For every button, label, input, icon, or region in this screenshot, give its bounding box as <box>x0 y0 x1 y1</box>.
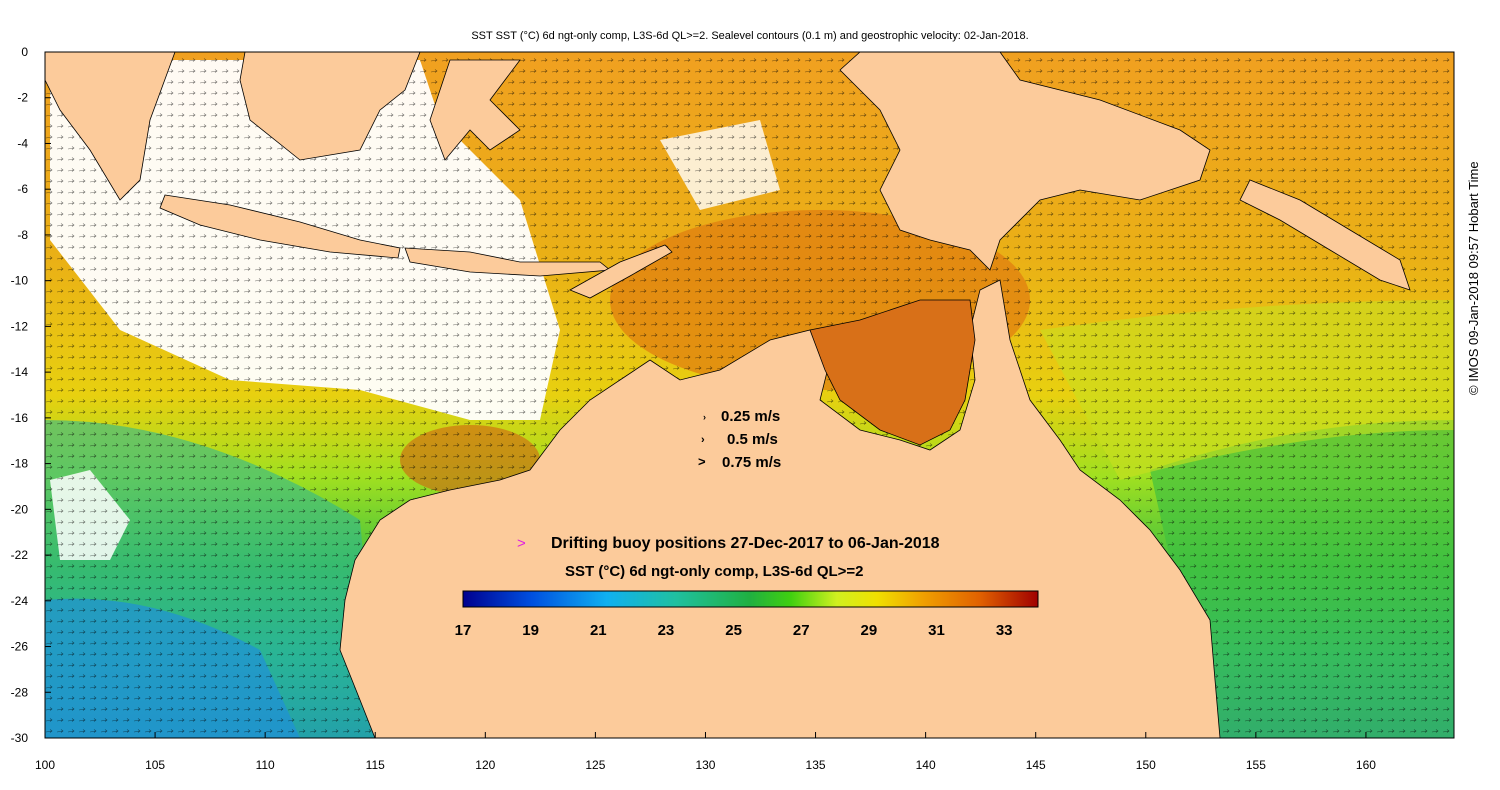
lon-tick-label: 130 <box>695 758 715 772</box>
colorbar-label: 27 <box>793 622 810 639</box>
lon-tick-label: 140 <box>916 758 936 772</box>
velocity-arrow-medium: › <box>701 434 705 446</box>
colorbar-title: SST (°C) 6d ngt-only comp, L3S-6d QL>=2 <box>565 563 864 580</box>
colorbar-labels: 17 19 21 23 25 27 29 31 33 <box>455 622 1013 639</box>
lon-tick-label: 155 <box>1246 758 1266 772</box>
velocity-legend-2: 0.5 m/s <box>727 431 778 448</box>
colorbar-label: 17 <box>455 622 472 639</box>
colorbar-label: 25 <box>725 622 742 639</box>
lon-tick-label: 145 <box>1026 758 1046 772</box>
velocity-arrow-large: > <box>698 454 706 469</box>
lat-tick-label: -24 <box>11 594 29 608</box>
velocity-arrow-small: › <box>703 412 706 422</box>
lat-tick-label: -4 <box>17 136 28 150</box>
lat-tick-label: -2 <box>17 91 28 105</box>
plot-frame <box>44 51 1455 739</box>
map-title: SST SST (°C) 6d ngt-only comp, L3S-6d QL… <box>471 30 1029 42</box>
lat-tick-label: -12 <box>11 319 29 333</box>
new-britain <box>1239 179 1411 291</box>
lat-tick-label: -16 <box>11 411 29 425</box>
lon-tick-label: 125 <box>585 758 605 772</box>
lon-tick-label: 105 <box>145 758 165 772</box>
land <box>45 52 1411 738</box>
borneo <box>239 52 421 161</box>
colorbar-label: 33 <box>996 622 1013 639</box>
gulf-of-carpentaria <box>809 299 976 446</box>
colorbar: SST (°C) 6d ngt-only comp, L3S-6d QL>=2 … <box>455 563 1039 639</box>
colorbar-label: 19 <box>522 622 539 639</box>
lat-tick-label: -30 <box>11 731 29 745</box>
buoy-marker: > <box>517 535 526 552</box>
lat-tick-label: 0 <box>21 45 28 59</box>
lat-tick-label: -18 <box>11 457 29 471</box>
velocity-legend-3: 0.75 m/s <box>722 454 781 471</box>
lon-tick-label: 135 <box>806 758 826 772</box>
buoy-legend-text: Drifting buoy positions 27-Dec-2017 to 0… <box>551 535 940 552</box>
lat-tick-label: -14 <box>11 365 29 379</box>
velocity-legend: › 0.25 m/s › 0.5 m/s > 0.75 m/s <box>698 408 781 471</box>
sulawesi <box>429 59 521 161</box>
lon-tick-label: 100 <box>35 758 55 772</box>
new-guinea <box>839 52 1211 271</box>
lon-tick-label: 115 <box>366 758 385 772</box>
lon-tick-label: 110 <box>256 758 275 772</box>
colorbar-gradient <box>462 590 1039 608</box>
java <box>159 194 401 259</box>
australia <box>339 279 1221 738</box>
latitude-axis: 0 -2 -4 -6 -8 -10 -12 -14 -16 -18 -20 -22 -24 -26 -28 -… <box>11 45 51 745</box>
sumatra <box>45 52 176 201</box>
lat-tick-label: -6 <box>17 182 28 196</box>
lon-tick-label: 150 <box>1136 758 1156 772</box>
timor <box>569 244 673 299</box>
lon-tick-label: 120 <box>475 758 495 772</box>
lat-tick-label: -8 <box>17 228 28 242</box>
longitude-axis: 100 105 110 115 120 125 130 135 140 145 150 155 160 <box>35 732 1376 772</box>
velocity-legend-1: 0.25 m/s <box>721 408 780 425</box>
lon-tick-label: 160 <box>1356 758 1376 772</box>
lat-tick-label: -22 <box>11 548 29 562</box>
colorbar-label: 23 <box>658 622 675 639</box>
colorbar-label: 21 <box>590 622 607 639</box>
credit-text: © IMOS 09-Jan-2018 09:57 Hobart Time <box>1466 161 1481 395</box>
lat-tick-label: -28 <box>11 685 29 699</box>
lat-tick-label: -26 <box>11 640 29 654</box>
buoy-legend: > Drifting buoy positions 27-Dec-2017 to… <box>517 535 940 552</box>
lat-tick-label: -20 <box>11 502 29 516</box>
lat-tick-label: -10 <box>11 274 29 288</box>
colorbar-label: 29 <box>861 622 878 639</box>
colorbar-label: 31 <box>928 622 945 639</box>
